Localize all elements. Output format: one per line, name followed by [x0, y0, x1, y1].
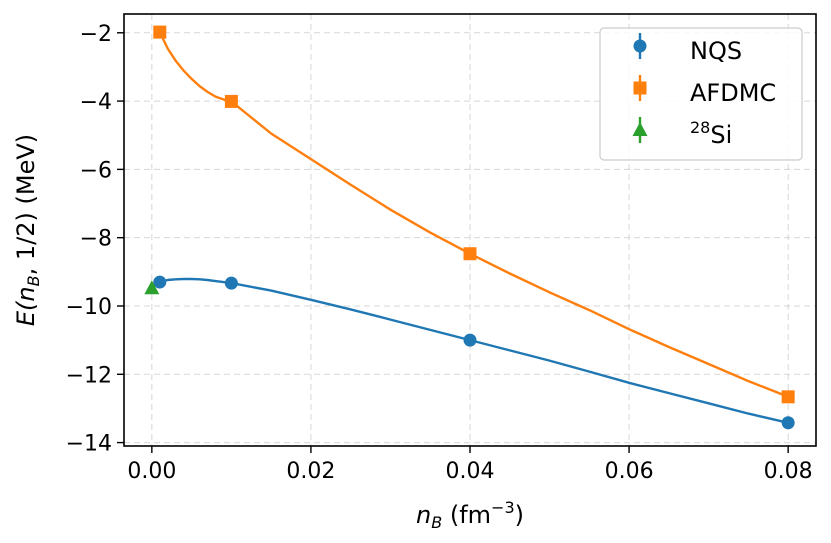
- y-tick-label: −10: [66, 295, 112, 320]
- x-tick-label: 0.00: [127, 459, 176, 484]
- x-tick-label: 0.04: [446, 459, 495, 484]
- x-tick-label: 0.02: [286, 459, 335, 484]
- grid: [124, 14, 816, 446]
- x-axis-label-var: n: [416, 501, 431, 529]
- y-tick-label: −14: [66, 432, 112, 457]
- point-nqs: [153, 275, 167, 289]
- fit-curves: [158, 31, 789, 424]
- legend-label-si28-text: Si: [710, 121, 732, 149]
- legend-marker-afdmc: [633, 81, 647, 95]
- y-tick-label: −2: [80, 22, 112, 47]
- curve-nqs: [159, 277, 789, 424]
- legend-marker-nqs: [633, 39, 647, 53]
- x-axis-label: nB (fm−3): [416, 498, 524, 532]
- point-afdmc: [463, 247, 477, 261]
- point-28si: [144, 280, 160, 295]
- x-axis-label-close: ): [515, 501, 524, 529]
- point-afdmc: [153, 25, 167, 39]
- curve-afdmc: [158, 31, 789, 398]
- y-tick-label: −4: [80, 90, 112, 115]
- legend-marker-28si: [632, 122, 648, 136]
- legend-label-si28: 28Si: [690, 118, 732, 149]
- legend-label-si28-sup: 28: [690, 118, 710, 137]
- point-nqs: [224, 276, 238, 290]
- legend: NQS AFDMC 28Si: [599, 27, 803, 161]
- axis-ticks: 0.00 0.02 0.04 0.06 0.08 −14 −12 −10 −8 −6 −4 −2: [66, 22, 813, 484]
- x-axis-label-unit: (fm: [442, 501, 491, 529]
- y-tick-label: −6: [80, 158, 112, 183]
- legend-label-nqs: NQS: [690, 37, 742, 65]
- legend-symbols: [632, 33, 648, 143]
- x-tick-label: 0.06: [605, 459, 654, 484]
- x-axis-label-sup: −3: [491, 498, 515, 517]
- legend-label-afdmc: AFDMC: [690, 79, 776, 107]
- y-axis-label: E(nB, 1/2) (MeV): [12, 134, 43, 326]
- point-afdmc: [781, 390, 795, 404]
- y-axis-label-post: , 1/2) (MeV): [12, 134, 40, 276]
- x-axis-label-sub: B: [431, 513, 442, 532]
- point-nqs: [463, 333, 477, 347]
- y-axis-label-sub: B: [24, 275, 43, 286]
- data-points: [144, 25, 795, 430]
- legend-box: [599, 27, 803, 161]
- y-tick-label: −8: [80, 227, 112, 252]
- point-nqs: [781, 416, 795, 430]
- x-tick-label: 0.08: [764, 459, 813, 484]
- point-afdmc: [224, 94, 238, 108]
- y-axis-label-pre: E(n: [12, 286, 40, 326]
- y-tick-label: −12: [66, 363, 112, 388]
